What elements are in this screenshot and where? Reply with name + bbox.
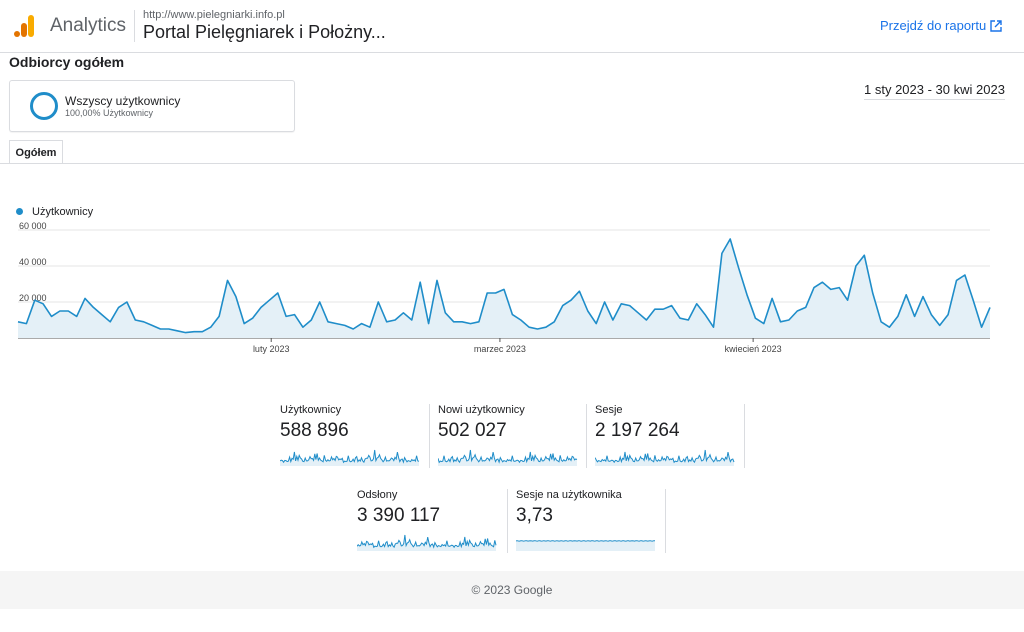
sparkline-line xyxy=(595,449,735,464)
kpi-label: Nowi użytkownicy xyxy=(438,404,525,416)
kpi-label: Sesje xyxy=(595,404,623,416)
kpi-label: Sesje na użytkownika xyxy=(516,489,622,501)
analytics-logo-icon xyxy=(14,15,34,37)
users-area xyxy=(18,239,990,338)
legend-label: Użytkownicy xyxy=(32,206,94,218)
legend-dot-icon xyxy=(16,208,23,215)
kpi-card[interactable]: Sesje na użytkownika 3,73 xyxy=(516,489,658,551)
sparkline-area xyxy=(280,450,419,466)
sparkline-area xyxy=(516,540,655,551)
section-title: Odbiorcy ogółem xyxy=(9,54,125,70)
kpi-sparkline xyxy=(357,534,497,551)
kpi-separator xyxy=(429,404,430,468)
kpi-value: 502 027 xyxy=(438,420,507,441)
segment-name: Wszyscy użytkownicy xyxy=(65,94,181,108)
x-tick-label: kwiecień 2023 xyxy=(725,344,782,354)
top-bar: Analytics http://www.pielegniarki.info.p… xyxy=(0,0,1024,53)
sparkline-line xyxy=(280,449,420,464)
kpi-sparkline xyxy=(516,540,655,551)
segment-card[interactable]: Wszyscy użytkownicy 100,00% Użytkownicy xyxy=(9,80,295,132)
kpi-label: Odsłony xyxy=(357,489,398,501)
sparkline-area xyxy=(595,450,734,466)
kpi-card[interactable]: Sesje 2 197 264 xyxy=(595,404,737,466)
footer: © 2023 Google xyxy=(0,571,1024,609)
tab-underline xyxy=(0,163,1024,164)
kpi-sparkline xyxy=(438,449,578,466)
kpi-value: 588 896 xyxy=(280,420,349,441)
kpi-value: 2 197 264 xyxy=(595,420,680,441)
kpi-separator xyxy=(586,404,587,468)
go-to-report-link[interactable]: Przejdź do raportu xyxy=(880,18,987,33)
x-tick-label: marzec 2023 xyxy=(474,344,526,354)
date-range-picker[interactable]: 1 sty 2023 - 30 kwi 2023 xyxy=(864,82,1005,100)
x-tick-label: luty 2023 xyxy=(253,344,290,354)
y-tick-label: 60 000 xyxy=(19,221,47,231)
kpi-separator xyxy=(665,489,666,553)
kpi-card[interactable]: Nowi użytkownicy 502 027 xyxy=(438,404,580,466)
sparkline-line xyxy=(438,449,578,464)
kpi-value: 3 390 117 xyxy=(357,505,441,526)
segment-ring-icon xyxy=(30,92,58,120)
y-tick-label: 40 000 xyxy=(19,257,47,267)
users-line xyxy=(17,238,991,334)
open-external-icon[interactable] xyxy=(990,20,1002,32)
sparkline-line xyxy=(357,534,497,549)
sparkline-area xyxy=(438,450,577,466)
kpi-value: 3,73 xyxy=(516,505,553,526)
y-tick-label: 20 000 xyxy=(19,293,47,303)
header-divider xyxy=(134,10,135,42)
kpi-card[interactable]: Użytkownicy 588 896 xyxy=(280,404,422,466)
kpi-card[interactable]: Odsłony 3 390 117 xyxy=(357,489,499,551)
site-url: http://www.pielegniarki.info.pl xyxy=(143,9,285,21)
kpi-label: Użytkownicy xyxy=(280,404,342,416)
site-name[interactable]: Portal Pielęgniarek i Położny... xyxy=(143,22,386,42)
segment-share: 100,00% Użytkownicy xyxy=(65,108,154,118)
kpi-separator xyxy=(507,489,508,553)
users-chart: 60 000 40 000 20 000 luty 2023 marzec 2023 kw… xyxy=(17,221,991,354)
kpi-separator xyxy=(744,404,745,468)
app-name: Analytics xyxy=(50,15,127,36)
kpi-sparkline xyxy=(595,449,735,466)
tab-overview[interactable]: Ogółem xyxy=(9,140,63,164)
kpi-sparkline xyxy=(280,449,420,466)
